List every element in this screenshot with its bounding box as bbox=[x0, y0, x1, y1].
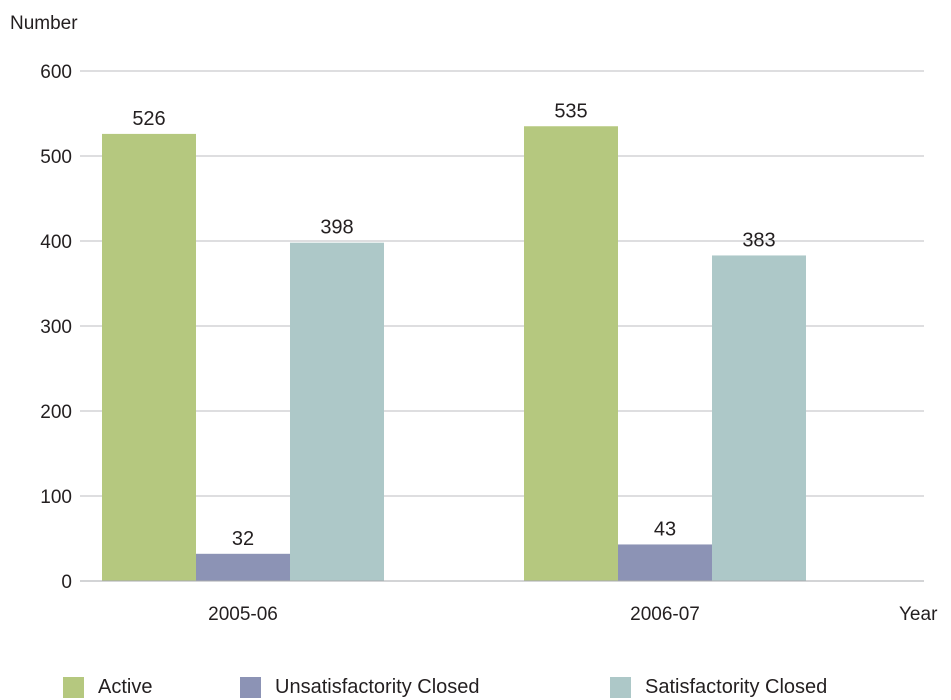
x-tick-label: 2006-07 bbox=[630, 604, 700, 625]
bar-satisfactority-closed bbox=[290, 242, 384, 581]
data-label: 32 bbox=[232, 528, 254, 550]
y-axis-ticks: 0 100 200 300 400 500 600 bbox=[40, 62, 72, 593]
y-tick-label: 200 bbox=[40, 402, 72, 423]
data-label: 398 bbox=[320, 217, 353, 239]
y-tick-label: 500 bbox=[40, 147, 72, 168]
x-axis-ticks: 2005-06 2006-07 bbox=[208, 604, 700, 625]
bars: 526 32 398 535 43 383 bbox=[102, 100, 806, 581]
bar-satisfactority-closed bbox=[712, 255, 806, 581]
data-label: 43 bbox=[654, 518, 676, 540]
data-label: 383 bbox=[742, 229, 775, 251]
x-axis-title: Year bbox=[899, 604, 938, 625]
y-axis-title: Number bbox=[10, 13, 78, 34]
y-tick-label: 300 bbox=[40, 317, 72, 338]
y-tick-label: 600 bbox=[40, 62, 72, 83]
y-tick-label: 100 bbox=[40, 487, 72, 508]
bar-active bbox=[102, 133, 196, 581]
bar-active bbox=[524, 126, 618, 581]
data-label: 526 bbox=[132, 108, 165, 130]
x-tick-label: 2005-06 bbox=[208, 604, 278, 625]
data-label: 535 bbox=[554, 100, 587, 122]
bar-unsatisfactority-closed bbox=[618, 544, 712, 581]
bar-unsatisfactority-closed bbox=[196, 553, 290, 581]
y-tick-label: 0 bbox=[61, 572, 72, 593]
y-tick-label: 400 bbox=[40, 232, 72, 253]
